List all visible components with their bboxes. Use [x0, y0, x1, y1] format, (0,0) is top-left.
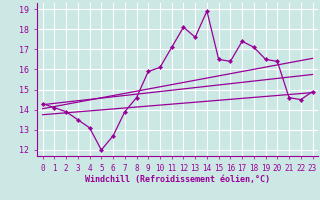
X-axis label: Windchill (Refroidissement éolien,°C): Windchill (Refroidissement éolien,°C)	[85, 175, 270, 184]
